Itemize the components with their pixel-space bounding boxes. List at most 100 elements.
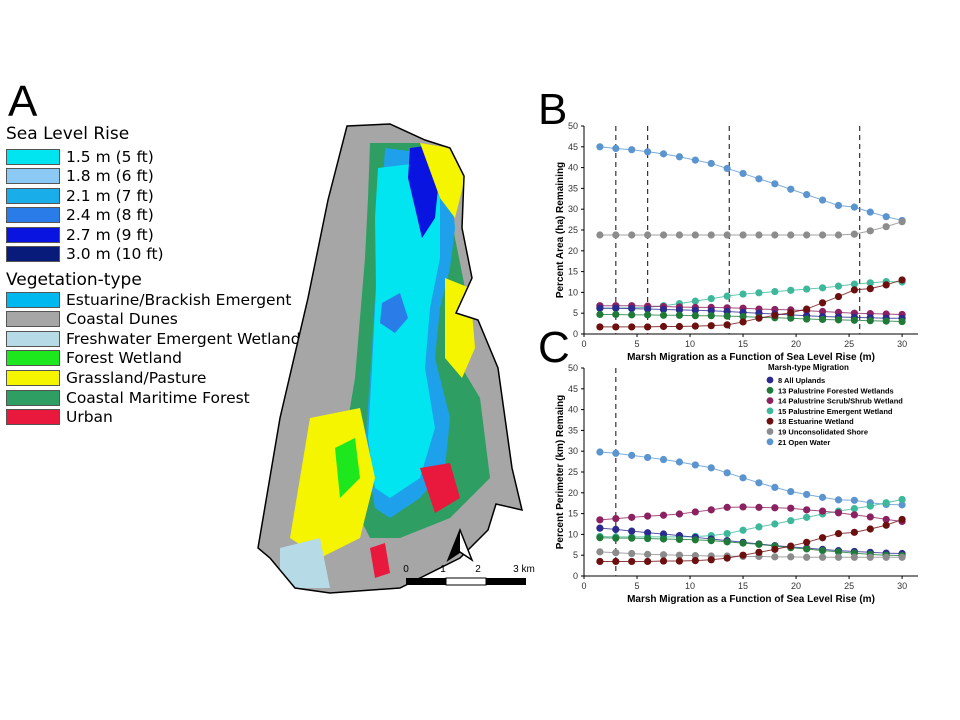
- data-point: [787, 504, 795, 512]
- data-point: [691, 557, 699, 565]
- map-forest-wetland: [335, 438, 360, 498]
- slr-legend-label: 1.5 m (5 ft): [66, 147, 154, 166]
- series-legend-marker: [766, 407, 774, 415]
- x-axis-label: Marsh Migration as a Function of Sea Lev…: [627, 352, 875, 363]
- data-point: [612, 323, 620, 331]
- data-point: [834, 316, 843, 324]
- data-point: [691, 322, 699, 330]
- data-point: [803, 285, 811, 293]
- veg-legend-label: Forest Wetland: [66, 349, 182, 368]
- y-tick-label: 20: [568, 246, 578, 256]
- veg-legend-label: Coastal Maritime Forest: [66, 388, 250, 407]
- data-point: [628, 451, 636, 459]
- y-tick-label: 35: [568, 425, 578, 435]
- slr-legend-label: 3.0 m (10 ft): [66, 245, 164, 263]
- series-legend-label: 13 Palustrine Forested Wetlands: [778, 386, 894, 395]
- data-point: [628, 557, 636, 566]
- x-tick-label: 15: [738, 339, 748, 349]
- y-tick-label: 5: [573, 550, 578, 560]
- data-point: [675, 551, 684, 559]
- veg-legend-row: Coastal Dunes: [6, 310, 178, 329]
- series-legend-marker: [766, 438, 774, 446]
- data-point: [739, 503, 747, 511]
- x-tick-label: 10: [685, 581, 695, 591]
- data-point: [818, 493, 827, 501]
- slr-legend-row: 2.7 m (9 ft): [6, 225, 154, 244]
- scale-tick-3: 3 km: [513, 564, 535, 575]
- x-tick-label: 0: [581, 581, 586, 591]
- data-point: [739, 539, 747, 547]
- data-point: [803, 305, 811, 313]
- x-tick-label: 30: [897, 581, 907, 591]
- data-point: [612, 231, 620, 239]
- data-point: [834, 548, 843, 556]
- data-point: [644, 231, 652, 239]
- veg-legend-label: Coastal Dunes: [66, 310, 178, 329]
- data-point: [723, 321, 731, 329]
- data-point: [644, 550, 652, 558]
- y-tick-label: 45: [568, 142, 578, 152]
- data-point: [596, 304, 604, 312]
- data-point: [882, 499, 890, 507]
- data-point: [628, 146, 636, 154]
- map-outline: [257, 123, 524, 594]
- vegetation-map: 0 1 2 3 km: [257, 123, 535, 594]
- data-point: [659, 322, 668, 331]
- y-axis-label: Percent Perimeter (km) Remaing: [555, 395, 566, 550]
- data-point: [659, 511, 668, 519]
- veg-legend-swatch: [6, 389, 60, 406]
- y-tick-label: 30: [568, 446, 578, 456]
- data-point: [787, 542, 795, 550]
- y-tick-label: 25: [568, 225, 578, 235]
- data-point: [771, 483, 779, 491]
- data-point: [803, 513, 811, 521]
- x-tick-label: 10: [685, 339, 695, 349]
- data-point: [691, 306, 699, 314]
- data-point: [739, 318, 747, 326]
- data-point: [803, 315, 811, 323]
- y-tick-label: 30: [568, 204, 578, 214]
- data-point: [898, 495, 906, 504]
- data-point: [771, 520, 779, 528]
- data-point: [803, 506, 811, 514]
- series-legend-label: 14 Palustrine Scrub/Shrub Wetland: [778, 397, 903, 406]
- data-point: [866, 553, 874, 561]
- data-point: [596, 231, 604, 239]
- data-point: [659, 305, 668, 314]
- series-legend-marker: [766, 386, 774, 394]
- y-tick-label: 20: [568, 488, 578, 498]
- y-tick-label: 10: [568, 287, 578, 297]
- slr-legend-label: 1.8 m (6 ft): [66, 167, 154, 185]
- map-urban-south: [370, 543, 390, 578]
- data-point: [675, 311, 684, 319]
- data-point: [659, 530, 668, 538]
- data-point: [596, 448, 604, 456]
- data-point: [612, 525, 620, 534]
- data-point: [834, 231, 843, 239]
- data-point: [866, 227, 874, 235]
- data-point: [612, 304, 620, 312]
- data-point: [771, 180, 779, 188]
- data-point: [596, 557, 604, 566]
- data-point: [612, 557, 620, 566]
- data-point: [596, 524, 604, 532]
- data-point: [707, 307, 715, 315]
- veg-legend-swatch: [6, 409, 60, 426]
- data-point: [707, 295, 715, 303]
- data-point: [834, 282, 843, 290]
- veg-legend-swatch: [6, 350, 60, 367]
- veg-legend-swatch: [6, 311, 60, 328]
- data-point: [850, 286, 858, 294]
- data-point: [596, 548, 604, 556]
- x-tick-label: 0: [581, 339, 586, 349]
- data-point: [818, 231, 827, 239]
- veg-legend-row: Estuarine/Brackish Emergent: [6, 290, 291, 309]
- slr-legend-row: 2.1 m (7 ft): [6, 186, 154, 205]
- x-tick-label: 15: [738, 581, 748, 591]
- series-legend-marker: [766, 417, 774, 425]
- y-tick-label: 10: [568, 529, 578, 539]
- data-point: [771, 504, 779, 512]
- data-point: [644, 557, 652, 566]
- y-tick-label: 25: [568, 467, 578, 477]
- scale-tick-2: 2: [475, 564, 481, 575]
